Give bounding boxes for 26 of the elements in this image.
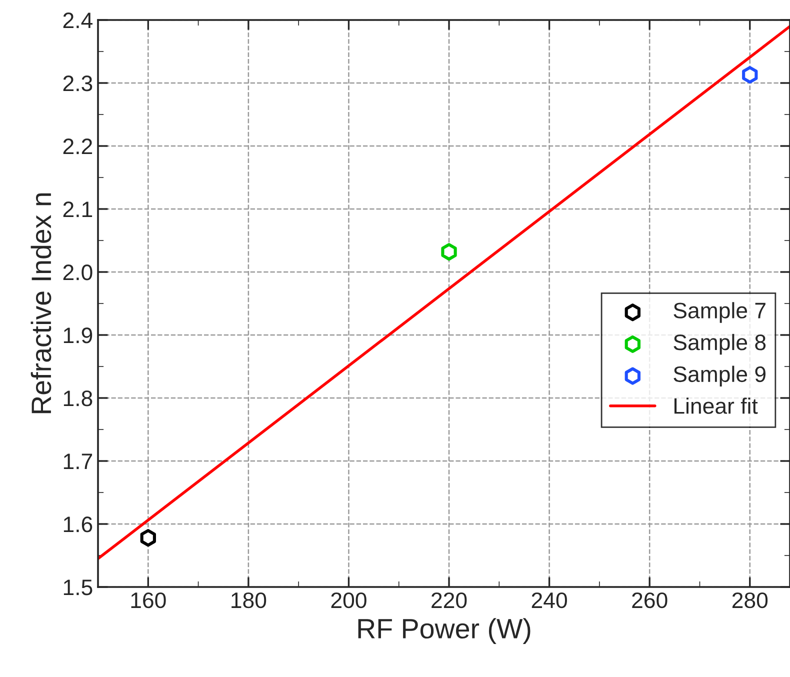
y-tick-label: 1.9	[64, 328, 92, 344]
x-tick-label: 240	[532, 592, 567, 608]
x-tick-label: 160	[131, 592, 166, 608]
y-tick-label: 1.5	[64, 580, 92, 596]
point	[742, 66, 758, 84]
point	[441, 243, 457, 261]
point	[140, 529, 156, 547]
x-axis-title: RF Power (W)	[358, 618, 530, 644]
y-tick-label: 2.3	[63, 76, 92, 92]
legend-label: Sample 8	[674, 334, 766, 355]
x-tick-label: 200	[331, 592, 366, 608]
x-tick-label: 220	[432, 592, 467, 608]
x-tick-label: 180	[232, 592, 266, 608]
x-tick-label: 260	[632, 592, 668, 608]
legend-label: Linear fit	[674, 398, 758, 414]
y-tick-label: 2.2	[63, 138, 92, 154]
y-tick-label: 1.7	[64, 454, 92, 470]
legend-label: Sample 9	[674, 366, 766, 386]
legend-label: Sample 7	[674, 302, 766, 323]
y-tick-label: 2.0	[63, 264, 92, 280]
y-axis-title: Refractive Index n	[30, 193, 52, 414]
y-tick-label: 2.1	[63, 202, 92, 218]
y-tick-label: 1.8	[64, 390, 92, 406]
x-tick-label: 280	[732, 592, 768, 608]
y-tick-label: 1.6	[64, 516, 92, 532]
y-tick-label: 2.4	[63, 12, 92, 28]
